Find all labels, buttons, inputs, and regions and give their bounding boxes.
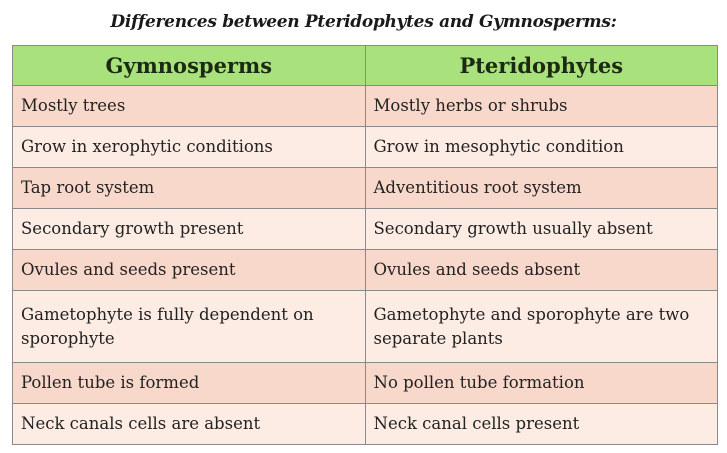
comparison-table: Gymnosperms Pteridophytes Mostly trees Mo… [12, 45, 718, 445]
pteridophytes-cell: No pollen tube formation [364, 362, 718, 404]
gymnosperms-cell: Tap root system [12, 167, 366, 209]
table-row: Tap root system Adventitious root system [12, 167, 718, 209]
header-pteridophytes: Pteridophytes [364, 45, 718, 86]
gymnosperms-cell: Secondary growth present [12, 208, 366, 250]
table-row: Pollen tube is formed No pollen tube form… [12, 362, 718, 404]
gymnosperms-cell: Mostly trees [12, 85, 366, 127]
pteridophytes-cell: Secondary growth usually absent [364, 208, 718, 250]
table-row: Gametophyte is fully dependent on sporop… [12, 290, 718, 363]
gymnosperms-cell: Gametophyte is fully dependent on sporop… [12, 290, 366, 363]
pteridophytes-cell: Gametophyte and sporophyte are two separ… [364, 290, 718, 363]
header-gymnosperms: Gymnosperms [12, 45, 366, 86]
pteridophytes-cell: Ovules and seeds absent [364, 249, 718, 291]
gymnosperms-cell: Ovules and seeds present [12, 249, 366, 291]
table-row: Grow in xerophytic conditions Grow in mes… [12, 126, 718, 168]
table-row: Ovules and seeds present Ovules and seeds… [12, 249, 718, 291]
gymnosperms-cell: Neck canals cells are absent [12, 403, 366, 445]
pteridophytes-cell: Neck canal cells present [364, 403, 718, 445]
table-row: Mostly trees Mostly herbs or shrubs [12, 85, 718, 127]
pteridophytes-cell: Mostly herbs or shrubs [364, 85, 718, 127]
table-row: Neck canals cells are absent Neck canal c… [12, 403, 718, 445]
gymnosperms-cell: Pollen tube is formed [12, 362, 366, 404]
header-row: Gymnosperms Pteridophytes [12, 45, 718, 86]
gymnosperms-cell: Grow in xerophytic conditions [12, 126, 366, 168]
page-title: Differences between Pteridophytes and Gy… [110, 12, 617, 32]
pteridophytes-cell: Adventitious root system [364, 167, 718, 209]
pteridophytes-cell: Grow in mesophytic condition [364, 126, 718, 168]
table-row: Secondary growth present Secondary growth… [12, 208, 718, 250]
